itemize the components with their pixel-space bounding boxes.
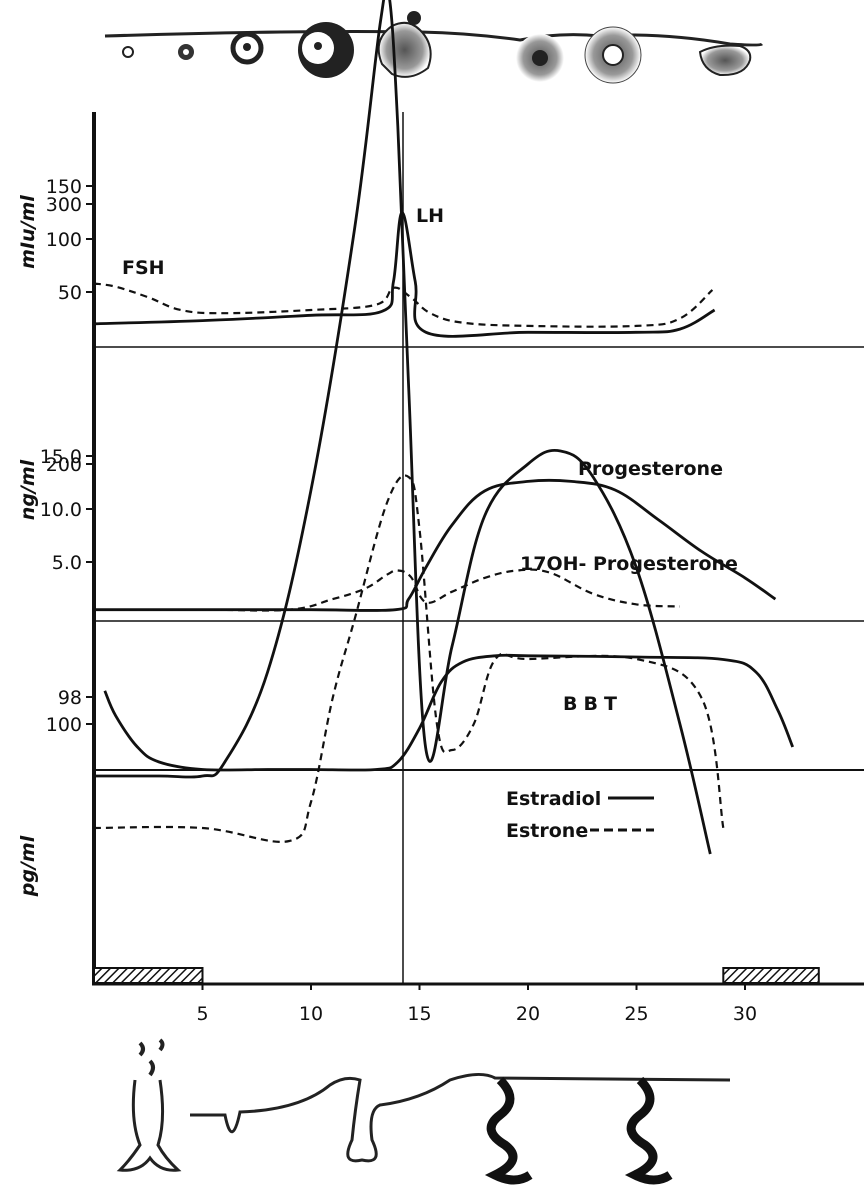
label-progesterone: Progesterone xyxy=(578,458,723,480)
label-bbt: BBT xyxy=(563,693,623,715)
y-tick-label: 10.0 xyxy=(40,499,82,521)
label-17oh-progesterone: 17OH- Progesterone xyxy=(520,553,738,575)
y-axis-ticks: 50 100 150 5.0 10.0 15.0 98 100 200 300 xyxy=(40,176,94,736)
series-lh xyxy=(93,211,716,338)
legend: Estradiol Estrone xyxy=(506,788,654,842)
legend-estrone-label: Estrone xyxy=(506,820,588,842)
x-tick-label: 25 xyxy=(624,1003,648,1025)
y-tick-label: 100 xyxy=(46,229,82,251)
y-tick-label: 15.0 xyxy=(40,446,82,468)
y-tick-label: 98 xyxy=(58,687,82,709)
series-estradiol xyxy=(93,0,712,855)
y-tick-label: 100 xyxy=(46,714,82,736)
x-axis-ticks: 5 10 15 20 25 30 xyxy=(196,984,757,1025)
menses-bar xyxy=(722,967,820,984)
series-fsh xyxy=(93,282,714,328)
endometrium-illustration xyxy=(116,1038,731,1185)
y-tick-label: 300 xyxy=(46,194,82,216)
x-tick-label: 10 xyxy=(299,1003,323,1025)
legend-estradiol-label: Estradiol xyxy=(506,788,601,810)
series-17oh-progesterone xyxy=(94,568,680,612)
x-tick-label: 5 xyxy=(196,1003,208,1025)
series-progesterone xyxy=(94,478,777,612)
x-tick-label: 30 xyxy=(733,1003,757,1025)
y-axis-label-gonadotropins: mIu/ml xyxy=(17,195,39,269)
y-tick-label: 150 xyxy=(46,176,82,198)
series-estrone xyxy=(93,474,725,843)
y-axis-label-progestins: ng/ml xyxy=(17,459,39,520)
y-tick-label: 5.0 xyxy=(52,552,82,574)
label-lh: LH xyxy=(416,205,444,227)
ovarian-follicle-illustration xyxy=(104,11,764,84)
axes xyxy=(92,112,864,986)
menses-bars xyxy=(93,967,820,984)
label-fsh: FSH xyxy=(122,257,165,279)
y-tick-label: 200 xyxy=(46,454,82,476)
x-tick-label: 15 xyxy=(407,1003,431,1025)
series-bbt xyxy=(103,653,794,772)
x-tick-label: 20 xyxy=(516,1003,540,1025)
series-lines xyxy=(93,0,794,855)
menses-bar xyxy=(93,967,204,984)
y-axis-label-estrogens: pg/ml xyxy=(17,835,39,897)
y-tick-label: 50 xyxy=(58,282,82,304)
